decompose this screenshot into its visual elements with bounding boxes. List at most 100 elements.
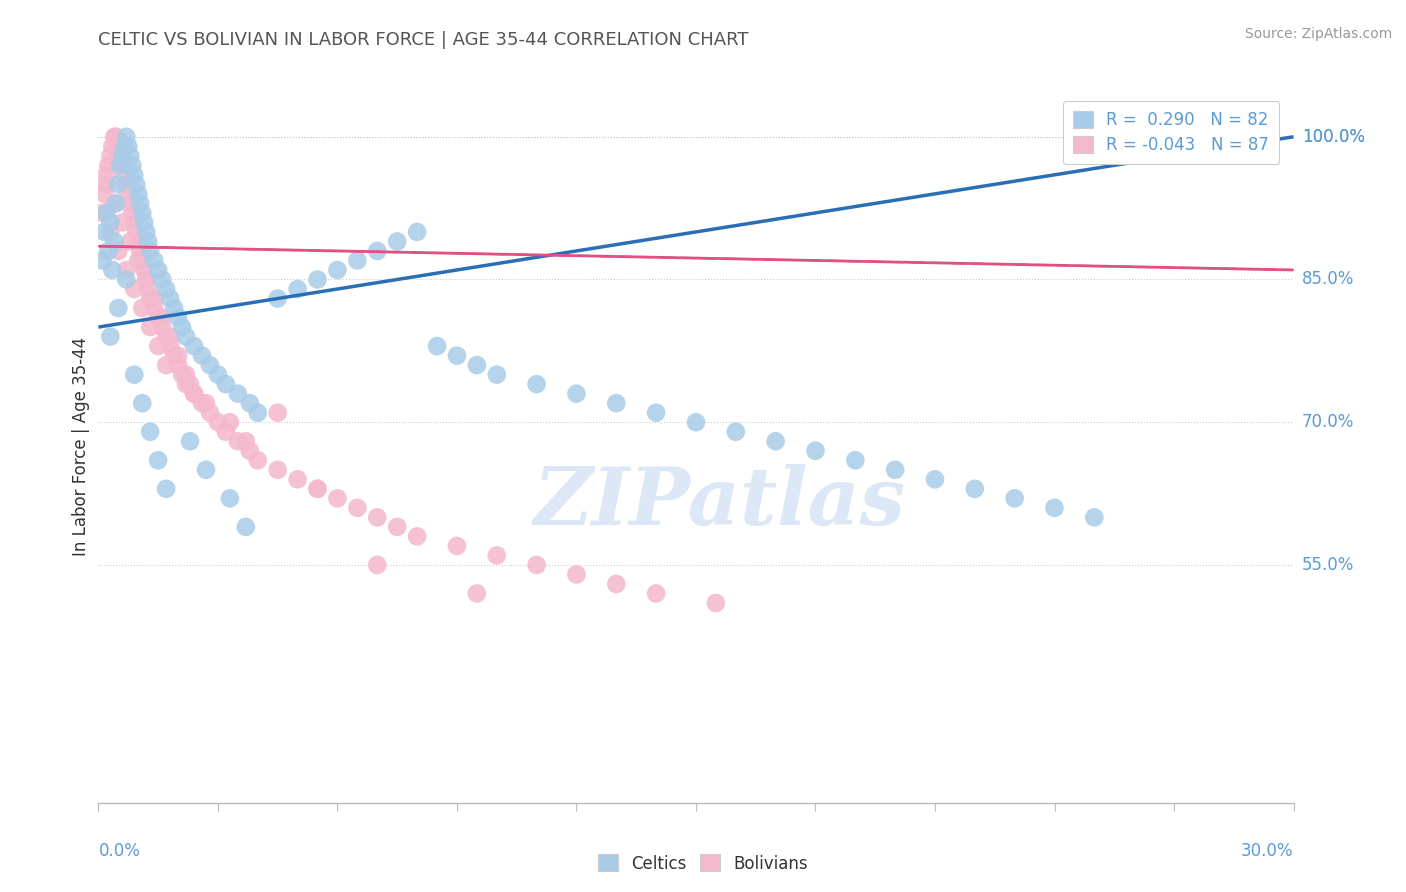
Point bbox=[103, 129, 125, 144]
Point bbox=[124, 368, 146, 382]
Point bbox=[143, 253, 166, 268]
Point bbox=[172, 368, 194, 382]
Point bbox=[159, 339, 181, 353]
Text: 70.0%: 70.0% bbox=[1302, 413, 1354, 431]
Point bbox=[115, 129, 138, 144]
Point bbox=[239, 396, 262, 410]
Point bbox=[179, 377, 201, 392]
Point bbox=[246, 406, 269, 420]
Point bbox=[127, 186, 149, 201]
Point bbox=[172, 320, 194, 334]
Text: ZIPatlas: ZIPatlas bbox=[534, 465, 905, 541]
Text: 100.0%: 100.0% bbox=[1302, 128, 1365, 145]
Point bbox=[565, 386, 588, 401]
Point bbox=[226, 434, 249, 449]
Point bbox=[765, 434, 787, 449]
Point bbox=[219, 415, 242, 429]
Point bbox=[446, 539, 468, 553]
Point bbox=[1004, 491, 1026, 506]
Point bbox=[346, 500, 368, 515]
Point bbox=[267, 463, 290, 477]
Point bbox=[465, 358, 488, 372]
Point bbox=[267, 292, 290, 306]
Point bbox=[645, 586, 668, 600]
Point bbox=[191, 396, 214, 410]
Point bbox=[198, 358, 221, 372]
Point bbox=[155, 282, 177, 296]
Point bbox=[96, 206, 118, 220]
Point bbox=[148, 339, 170, 353]
Point bbox=[105, 196, 128, 211]
Point bbox=[174, 368, 197, 382]
Point bbox=[167, 349, 190, 363]
Point bbox=[112, 139, 135, 153]
Point bbox=[167, 310, 190, 325]
Point bbox=[163, 349, 186, 363]
Point bbox=[605, 577, 627, 591]
Point bbox=[163, 301, 186, 315]
Point bbox=[131, 206, 153, 220]
Point bbox=[307, 482, 329, 496]
Point bbox=[97, 158, 120, 172]
Point bbox=[125, 178, 148, 192]
Point bbox=[136, 235, 159, 249]
Point bbox=[207, 368, 229, 382]
Point bbox=[366, 244, 388, 258]
Point bbox=[91, 206, 114, 220]
Point bbox=[131, 301, 153, 315]
Point bbox=[174, 377, 197, 392]
Point bbox=[406, 529, 429, 543]
Point bbox=[155, 358, 177, 372]
Point bbox=[485, 549, 508, 563]
Point bbox=[98, 215, 122, 229]
Point bbox=[111, 149, 134, 163]
Point bbox=[195, 463, 218, 477]
Point bbox=[120, 149, 142, 163]
Text: CELTIC VS BOLIVIAN IN LABOR FORCE | AGE 35-44 CORRELATION CHART: CELTIC VS BOLIVIAN IN LABOR FORCE | AGE … bbox=[98, 31, 749, 49]
Point bbox=[526, 558, 548, 572]
Point bbox=[110, 158, 132, 172]
Point bbox=[103, 235, 125, 249]
Point bbox=[143, 301, 166, 315]
Point bbox=[167, 358, 190, 372]
Text: 30.0%: 30.0% bbox=[1241, 842, 1294, 860]
Point bbox=[215, 425, 238, 439]
Point bbox=[112, 168, 135, 182]
Point bbox=[143, 292, 166, 306]
Point bbox=[111, 158, 134, 172]
Point bbox=[804, 443, 827, 458]
Point bbox=[287, 282, 309, 296]
Point bbox=[183, 386, 205, 401]
Point bbox=[107, 301, 129, 315]
Point bbox=[366, 558, 388, 572]
Point bbox=[235, 520, 257, 534]
Point bbox=[485, 368, 508, 382]
Point bbox=[97, 244, 120, 258]
Point bbox=[1083, 510, 1105, 524]
Point bbox=[103, 196, 125, 211]
Point bbox=[465, 586, 488, 600]
Point bbox=[129, 244, 152, 258]
Legend: Celtics, Bolivians: Celtics, Bolivians bbox=[592, 847, 814, 880]
Point bbox=[148, 263, 170, 277]
Point bbox=[135, 225, 157, 239]
Point bbox=[174, 329, 197, 343]
Point bbox=[115, 263, 138, 277]
Point bbox=[150, 272, 173, 286]
Point bbox=[134, 215, 156, 229]
Point bbox=[124, 282, 146, 296]
Point bbox=[307, 272, 329, 286]
Point bbox=[385, 235, 409, 249]
Point bbox=[150, 320, 173, 334]
Point bbox=[426, 339, 449, 353]
Point bbox=[179, 434, 201, 449]
Point bbox=[120, 196, 142, 211]
Text: 0.0%: 0.0% bbox=[98, 842, 141, 860]
Point bbox=[159, 292, 181, 306]
Point bbox=[124, 168, 146, 182]
Point bbox=[924, 472, 946, 486]
Point bbox=[183, 339, 205, 353]
Point bbox=[844, 453, 866, 467]
Point bbox=[155, 329, 177, 343]
Point bbox=[120, 235, 142, 249]
